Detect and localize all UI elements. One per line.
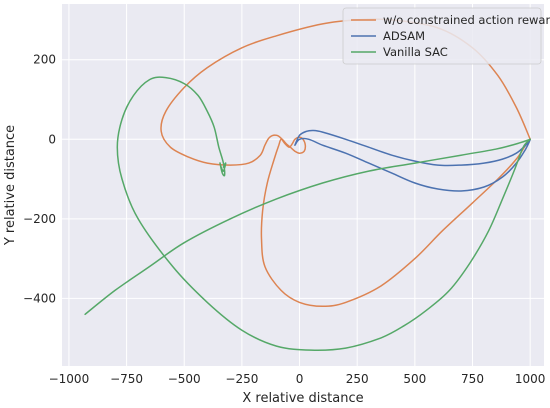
x-tick-label: 0 xyxy=(296,372,304,386)
legend-label-1: ADSAM xyxy=(383,29,425,43)
series-line-3 xyxy=(84,138,531,316)
series-line-0 xyxy=(160,18,531,308)
x-axis-label: X relative distance xyxy=(242,391,363,406)
x-tick-label: −1000 xyxy=(49,372,90,386)
legend-box xyxy=(342,7,542,65)
legend-label-2: Vanilla SAC xyxy=(383,45,448,59)
y-tick-label: −200 xyxy=(23,212,56,226)
x-tick-label: 250 xyxy=(346,372,369,386)
y-tick-label: 200 xyxy=(33,53,56,67)
x-tick-label: −500 xyxy=(168,372,201,386)
legend: w/o constrained action reward ADSAM Vani… xyxy=(342,7,550,65)
y-tick-label: 0 xyxy=(48,132,56,146)
legend-label-0: w/o constrained action reward xyxy=(383,13,550,27)
x-tick-label: 1000 xyxy=(515,372,546,386)
y-tick-label: −400 xyxy=(23,291,56,305)
series-lines xyxy=(84,18,531,351)
x-tick-label: −750 xyxy=(110,372,143,386)
y-axis-label: Y relative distance xyxy=(3,125,18,246)
x-tick-label: −250 xyxy=(225,372,258,386)
x-tick-label: 500 xyxy=(403,372,426,386)
tick-labels: −1000 −750 −500 −250 0 250 500 750 1000 −400 −200 0… xyxy=(23,53,545,386)
x-tick-label: 750 xyxy=(461,372,484,386)
series-line-2 xyxy=(116,76,531,351)
